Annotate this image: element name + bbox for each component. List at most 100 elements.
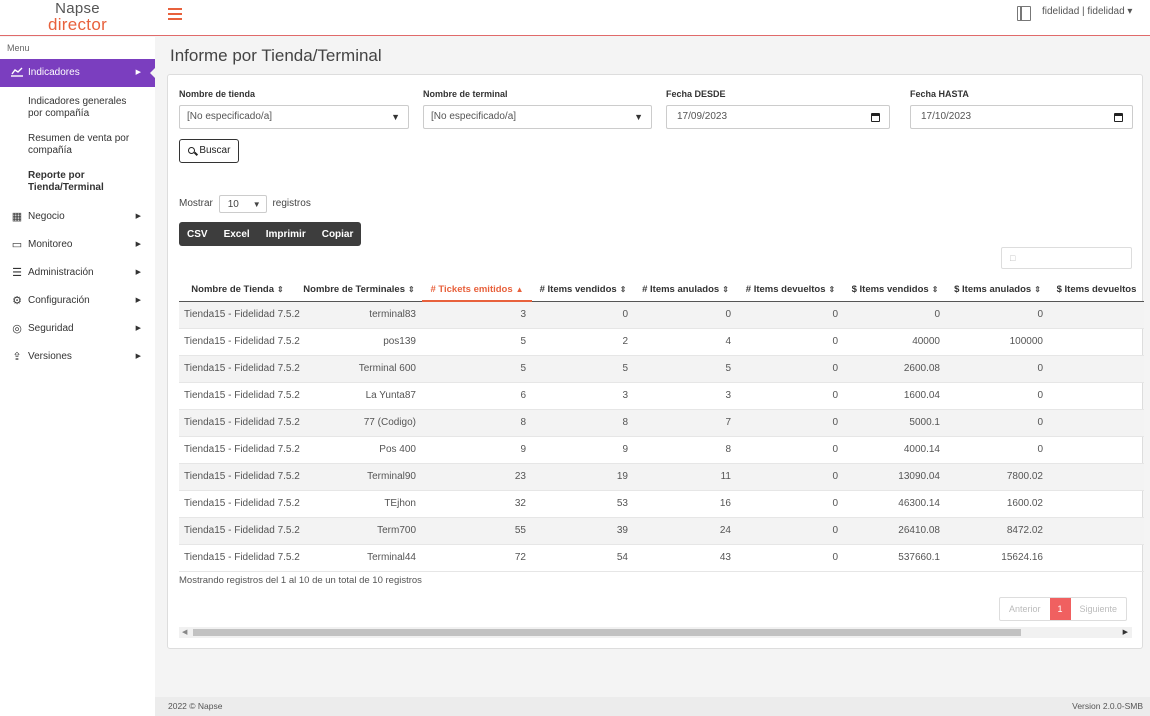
tienda-select[interactable]: [No especificado/a] ▼ <box>179 105 409 129</box>
horizontal-scrollbar[interactable]: ◀ ▶ <box>179 627 1132 638</box>
cell-money-devueltos <box>1049 355 1144 383</box>
cell-tienda: Tienda15 - Fidelidad 7.5.2 <box>179 517 300 545</box>
col-header-tienda[interactable]: Nombre de Tienda ⇕ <box>179 279 296 302</box>
user-menu[interactable]: fidelidad | fidelidad ▾ <box>1042 6 1133 17</box>
cell-money-vendidos: 4000.14 <box>844 436 946 464</box>
hamburger-menu-icon[interactable] <box>168 8 182 20</box>
cell-terminal: Terminal44 <box>296 544 422 572</box>
cell-money-vendidos: 40000 <box>844 328 946 356</box>
cell-items-anulados: 24 <box>634 517 737 545</box>
col-header-money-vendidos[interactable]: $ Items vendidos ⇕ <box>844 279 946 302</box>
cell-tickets: 9 <box>422 436 532 464</box>
table-body: Tienda15 - Fidelidad 7.5.2 terminal83 3 0 0 0… <box>179 301 1144 572</box>
col-header-items-vendidos[interactable]: # Items vendidos ⇕ <box>532 279 634 302</box>
cell-tienda: Tienda15 - Fidelidad 7.5.2 <box>179 544 300 572</box>
report-table: Nombre de Tienda ⇕ Nombre de Terminales ⇕ … <box>179 279 1144 572</box>
chevron-down-icon: ▼ <box>252 200 261 209</box>
building-icon: ▦ <box>11 211 23 223</box>
notebook-icon[interactable] <box>1017 6 1031 21</box>
cell-tienda: Tienda15 - Fidelidad 7.5.2 <box>179 436 300 464</box>
col-header-tickets[interactable]: # Tickets emitidos ▲ <box>422 279 532 302</box>
cell-items-vendidos: 3 <box>532 382 634 410</box>
page-1-button[interactable]: 1 <box>1049 598 1071 620</box>
sidebar-item-label: Negocio <box>28 211 65 222</box>
csv-button[interactable]: CSV <box>179 222 216 246</box>
tienda-label: Nombre de tienda <box>179 89 256 99</box>
top-header: Napse director fidelidad | fidelidad ▾ <box>0 0 1150 36</box>
col-header-items-devueltos[interactable]: # Items devueltos ⇕ <box>737 279 844 302</box>
sidebar-item-monitoreo[interactable]: ▭ Monitoreo ▶ <box>0 231 155 259</box>
registros-label: registros <box>272 198 311 209</box>
cell-money-anulados: 0 <box>946 301 1049 329</box>
sidebar-item-indicadores[interactable]: Indicadores ▶ <box>0 59 156 87</box>
terminal-select[interactable]: [No especificado/a] ▼ <box>423 105 652 129</box>
cell-items-devueltos: 0 <box>737 301 844 329</box>
cell-items-anulados: 4 <box>634 328 737 356</box>
col-header-money-anulados[interactable]: $ Items anulados ⇕ <box>946 279 1049 302</box>
imprimir-button[interactable]: Imprimir <box>258 222 314 246</box>
calendar-icon[interactable] <box>871 113 880 122</box>
col-header-terminales[interactable]: Nombre de Terminales ⇕ <box>296 279 422 302</box>
scroll-left-icon[interactable]: ◀ <box>182 629 188 636</box>
page-title: Informe por Tienda/Terminal <box>170 46 382 65</box>
fingerprint-icon: ◎ <box>12 323 22 335</box>
buscar-button[interactable]: Buscar <box>179 139 239 163</box>
cell-money-devueltos <box>1049 436 1144 464</box>
cell-money-vendidos: 0 <box>844 301 946 329</box>
caret-right-icon: ▶ <box>135 269 141 276</box>
sidebar: Menu Indicadores ▶ Indicadores generales… <box>0 37 156 716</box>
table-search-input[interactable]: □ <box>1001 247 1132 269</box>
copyright: 2022 © Napse <box>168 701 223 711</box>
terminal-select-value: [No especificado/a] <box>431 111 517 122</box>
cell-terminal: TEjhon <box>296 490 422 518</box>
version-label: Version 2.0.0-SMB <box>1072 701 1143 711</box>
cell-money-vendidos: 26410.08 <box>844 517 946 545</box>
cell-terminal: 77 (Codigo) <box>296 409 422 437</box>
table-row: Tienda15 - Fidelidad 7.5.2 77 (Codigo) 8 8 7… <box>179 409 1144 437</box>
prev-page-button[interactable]: Anterior <box>1009 604 1041 614</box>
excel-button[interactable]: Excel <box>216 222 258 246</box>
cell-items-devueltos: 0 <box>737 409 844 437</box>
cell-items-anulados: 11 <box>634 463 737 491</box>
table-info: Mostrando registros del 1 al 10 de un to… <box>179 575 422 586</box>
sidebar-item-administracion[interactable]: ☰ Administración ▶ <box>0 259 155 287</box>
sidebar-item-label: Administración <box>28 267 94 278</box>
sidebar-item-versiones[interactable]: ⇪ Versiones ▶ <box>0 343 155 371</box>
cell-money-devueltos <box>1049 382 1144 410</box>
sidebar-item-negocio[interactable]: ▦ Negocio ▶ <box>0 203 155 231</box>
sidebar-subitem-resumen-venta[interactable]: Resumen de venta por compañía <box>28 133 130 156</box>
cell-money-devueltos <box>1049 328 1144 356</box>
scrollbar-thumb[interactable] <box>193 629 1021 636</box>
sidebar-subitem-reporte-tienda[interactable]: Reporte por Tienda/Terminal <box>28 170 104 193</box>
napse-logo[interactable]: Napse director <box>0 0 155 36</box>
col-header-items-anulados[interactable]: # Items anulados ⇕ <box>634 279 737 302</box>
cell-items-devueltos: 0 <box>737 328 844 356</box>
cell-tienda: Tienda15 - Fidelidad 7.5.2 <box>179 301 300 329</box>
calendar-icon[interactable] <box>1114 113 1123 122</box>
next-page-button[interactable]: Siguiente <box>1079 604 1118 614</box>
caret-right-icon: ▶ <box>135 69 141 76</box>
table-header-row: Nombre de Tienda ⇕ Nombre de Terminales ⇕ … <box>179 279 1144 302</box>
cell-money-anulados: 0 <box>946 409 1049 437</box>
caret-right-icon: ▶ <box>135 325 141 332</box>
caret-right-icon: ▶ <box>135 353 141 360</box>
copiar-button[interactable]: Copiar <box>314 222 362 246</box>
chart-line-icon <box>10 59 24 87</box>
sidebar-subitem-indicadores-generales[interactable]: Indicadores generales por compañía <box>28 96 127 119</box>
page-length-select[interactable]: 10 ▼ <box>218 195 267 213</box>
scroll-right-icon[interactable]: ▶ <box>1122 629 1128 636</box>
cell-tienda: Tienda15 - Fidelidad 7.5.2 <box>179 382 300 410</box>
col-header-money-devueltos[interactable]: $ Items devueltos <box>1049 279 1144 302</box>
report-panel: Nombre de tienda [No especificado/a] ▼ N… <box>167 74 1144 649</box>
logo-line1: Napse <box>55 0 100 17</box>
sidebar-item-seguridad[interactable]: ◎ Seguridad ▶ <box>0 315 155 343</box>
fecha-desde-input[interactable]: 17/09/2023 <box>666 105 890 129</box>
sidebar-item-configuracion[interactable]: ⚙ Configuración ▶ <box>0 287 155 315</box>
cell-tickets: 5 <box>422 328 532 356</box>
cell-money-devueltos <box>1049 301 1144 329</box>
fecha-hasta-input[interactable]: 17/10/2023 <box>910 105 1133 129</box>
cell-tickets: 23 <box>422 463 532 491</box>
cell-items-vendidos: 54 <box>532 544 634 572</box>
cell-items-anulados: 16 <box>634 490 737 518</box>
cell-money-vendidos: 46300.14 <box>844 490 946 518</box>
